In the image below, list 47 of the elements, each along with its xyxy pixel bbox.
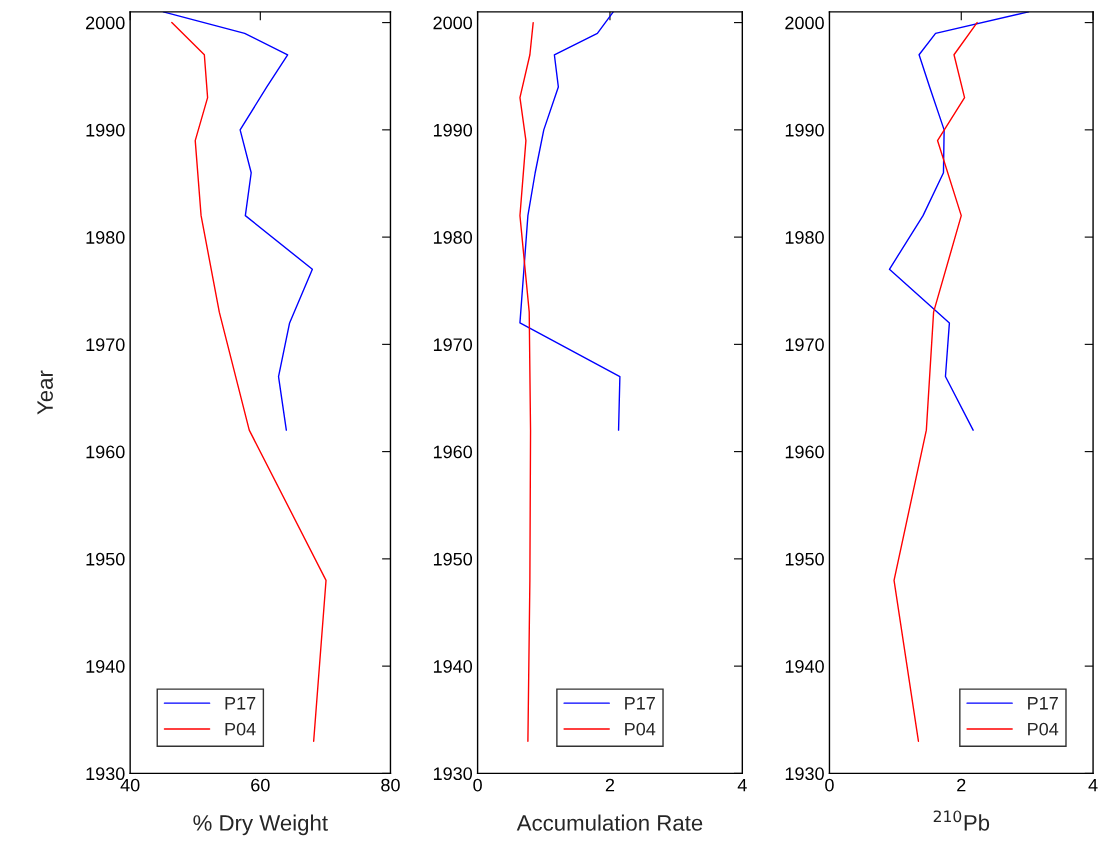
y-tick-label: 1930 [433, 767, 473, 781]
line-series [519, 21, 534, 742]
y-tick-label: 1960 [86, 445, 125, 459]
y-tick-label: 1930 [785, 767, 824, 781]
x-tick-label: 4 [737, 778, 747, 792]
legend-label: P17 [1028, 697, 1058, 710]
y-tick-label: 1990 [785, 123, 824, 137]
x-axis-title: $^{210}$Pb [933, 810, 990, 831]
y-tick-label: 1940 [433, 660, 473, 673]
y-tick-label: 1960 [785, 445, 824, 459]
y-tick-label: 1970 [785, 338, 824, 352]
y-tick-label: 1940 [86, 660, 125, 673]
y-tick-label: 1930 [86, 767, 125, 781]
y-tick-label: 2000 [86, 16, 125, 30]
x-tick-label: 80 [381, 778, 400, 792]
x-tick-label: 2 [605, 778, 615, 792]
y-tick-label: 1950 [785, 552, 824, 566]
x-tick-label: 40 [120, 778, 140, 792]
y-axis-title: Year [37, 370, 53, 415]
line-series [171, 21, 327, 742]
line-series [893, 21, 978, 742]
y-tick-label: 1980 [785, 231, 824, 244]
y-tick-label: 2000 [433, 16, 473, 30]
legend-label: P17 [225, 697, 256, 710]
y-tick-label: 1990 [86, 123, 125, 137]
x-tick-label: 0 [825, 778, 834, 792]
line-series [519, 11, 621, 431]
x-tick-label: 0 [473, 778, 482, 792]
x-tick-label: 60 [251, 778, 270, 792]
y-tick-label: 2000 [785, 16, 824, 30]
legend-label: P04 [1028, 722, 1059, 736]
legend-label: P17 [625, 697, 655, 710]
y-tick-label: 1970 [86, 338, 125, 352]
y-tick-label: 1940 [785, 660, 824, 673]
x-axis-title: Accumulation Rate [516, 814, 703, 831]
y-tick-label: 1960 [433, 445, 473, 459]
y-tick-label: 1950 [433, 552, 473, 566]
y-tick-label: 1980 [86, 231, 125, 244]
legend-label: P04 [625, 722, 656, 736]
y-tick-label: 1950 [86, 552, 125, 566]
x-tick-label: 2 [957, 778, 966, 792]
legend-label: P04 [225, 722, 256, 736]
y-tick-label: 1980 [433, 231, 473, 244]
y-tick-label: 1970 [433, 338, 473, 352]
x-axis-title: % Dry Weight [193, 814, 328, 836]
y-tick-label: 1990 [433, 123, 473, 137]
x-tick-label: 4 [1088, 778, 1098, 792]
